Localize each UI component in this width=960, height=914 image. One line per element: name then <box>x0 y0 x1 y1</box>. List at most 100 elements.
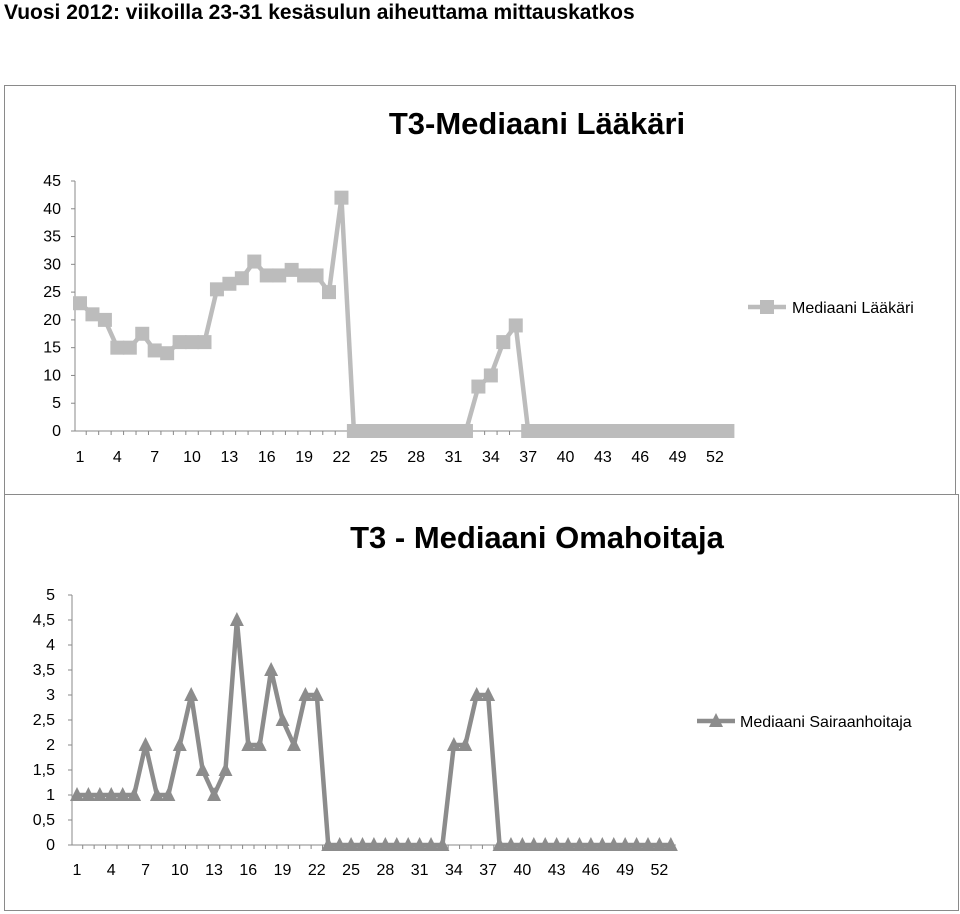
data-point <box>384 424 399 438</box>
x-tick-label: 37 <box>479 862 497 879</box>
data-point <box>160 346 175 361</box>
x-tick-label: 1 <box>73 862 82 879</box>
y-tick-label: 2 <box>46 737 55 754</box>
data-point <box>508 318 523 333</box>
data-point <box>546 424 561 438</box>
legend-label: Mediaani Sairaanhoitaja <box>740 714 912 731</box>
data-point <box>633 424 648 438</box>
x-tick-label: 46 <box>582 862 600 879</box>
chart-title: T3-Mediaani Lääkäri <box>389 106 685 141</box>
data-point <box>608 424 623 438</box>
y-tick-label: 25 <box>43 284 61 301</box>
data-point <box>412 837 427 851</box>
data-point <box>663 837 678 851</box>
x-tick-label: 4 <box>107 862 116 879</box>
chart-frame-omahoitaja <box>4 494 959 911</box>
data-point <box>595 837 610 851</box>
data-point <box>629 837 644 851</box>
data-point <box>695 424 710 438</box>
data-point <box>247 254 262 269</box>
data-point <box>209 282 224 297</box>
y-tick-label: 3 <box>46 687 55 704</box>
data-point <box>366 837 381 851</box>
data-point <box>446 424 461 438</box>
data-point <box>583 424 598 438</box>
data-point <box>409 424 424 438</box>
data-point <box>161 787 176 801</box>
x-tick-label: 37 <box>519 449 537 466</box>
y-tick-label: 0 <box>52 423 61 440</box>
data-point <box>533 424 548 438</box>
data-point <box>359 424 374 438</box>
data-point <box>332 837 347 851</box>
x-tick-label: 40 <box>513 862 531 879</box>
x-tick-label: 40 <box>557 449 575 466</box>
x-tick-label: 1 <box>76 449 85 466</box>
data-point <box>355 837 370 851</box>
data-point <box>344 837 359 851</box>
data-point <box>229 612 244 626</box>
data-point <box>127 787 142 801</box>
data-point <box>595 424 610 438</box>
data-point <box>73 296 87 311</box>
data-point <box>618 837 633 851</box>
data-point <box>218 762 233 776</box>
y-tick-label: 5 <box>46 587 55 604</box>
data-point <box>538 837 553 851</box>
data-point <box>670 424 685 438</box>
data-point <box>707 424 722 438</box>
data-point <box>286 737 301 751</box>
chart-2: T3 - Mediaani Omahoitaja 0 0,5 1 1,5 2 2,5 3 3,5… <box>33 520 912 879</box>
data-point <box>147 343 162 358</box>
data-point <box>298 687 313 701</box>
y-tick-label: 35 <box>43 229 61 246</box>
x-tick-label: 19 <box>274 862 292 879</box>
data-point <box>483 368 498 383</box>
data-point <box>458 424 473 438</box>
data-point <box>435 837 450 851</box>
y-tick-label: 10 <box>43 367 61 384</box>
data-point <box>172 335 187 350</box>
x-tick-label: 43 <box>594 449 612 466</box>
legend-label: Mediaani Lääkäri <box>792 300 914 317</box>
legend-1: Mediaani Lääkäri <box>748 300 914 317</box>
data-point <box>572 837 587 851</box>
data-point <box>652 837 667 851</box>
data-point <box>683 424 698 438</box>
x-tick-label: 52 <box>651 862 669 879</box>
data-point <box>97 312 112 327</box>
y-tick-label: 2,5 <box>33 712 55 729</box>
x-tick-label: 13 <box>205 862 223 879</box>
x-tick-label: 28 <box>376 862 394 879</box>
x-tick-label: 46 <box>631 449 649 466</box>
data-point <box>241 737 256 751</box>
chart-frame-laakari <box>4 85 956 495</box>
data-point <box>207 787 222 801</box>
data-point <box>115 787 130 801</box>
data-point <box>197 335 212 350</box>
data-point <box>481 687 496 701</box>
data-point <box>620 424 635 438</box>
data-point <box>641 837 655 851</box>
data-point <box>81 787 96 801</box>
x-tick-label: 16 <box>258 449 276 466</box>
data-point <box>135 326 150 341</box>
x-tick-label: 13 <box>221 449 239 466</box>
data-point <box>284 262 299 277</box>
data-point <box>469 687 484 701</box>
x-tick-label: 10 <box>171 862 189 879</box>
x-tick-label: 49 <box>616 862 634 879</box>
series-line <box>78 195 728 434</box>
data-point <box>346 424 361 438</box>
x-tick-label: 4 <box>113 449 122 466</box>
data-point <box>149 787 164 801</box>
data-point <box>85 307 100 322</box>
data-point <box>104 787 119 801</box>
data-point <box>252 737 267 751</box>
data-point <box>471 379 486 394</box>
y-tick-label: 1 <box>46 787 55 804</box>
data-point <box>184 687 199 701</box>
y-tick-label: 3,5 <box>33 662 55 679</box>
y-tick-label: 1,5 <box>33 762 55 779</box>
